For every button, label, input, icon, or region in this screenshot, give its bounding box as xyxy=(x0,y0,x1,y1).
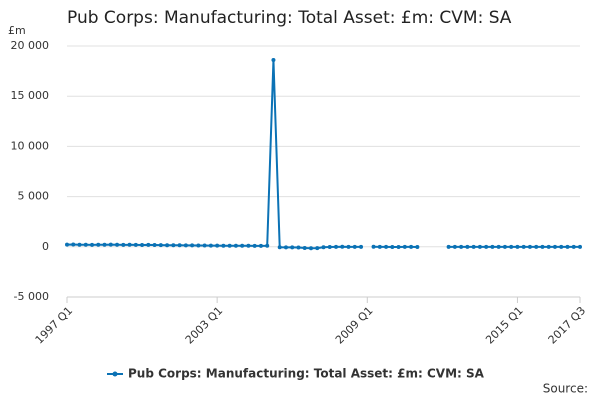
data-point xyxy=(134,243,138,247)
data-point xyxy=(328,245,332,249)
data-point xyxy=(103,243,107,247)
source: Source: xyxy=(543,382,588,396)
data-point xyxy=(459,245,463,249)
data-point xyxy=(196,243,200,247)
data-point xyxy=(409,245,413,249)
data-point xyxy=(221,244,225,248)
data-point xyxy=(209,244,213,248)
data-point xyxy=(372,245,376,249)
data-point xyxy=(215,244,219,248)
data-point xyxy=(497,245,501,249)
data-point xyxy=(71,242,75,246)
data-point xyxy=(178,243,182,247)
data-point xyxy=(478,245,482,249)
y-tick-label: 15 000 xyxy=(11,89,50,102)
data-point xyxy=(271,58,275,62)
data-point xyxy=(359,245,363,249)
data-point xyxy=(121,243,125,247)
data-point xyxy=(140,243,144,247)
chart-title: Pub Corps: Manufacturing: Total Asset: £… xyxy=(67,8,512,28)
data-point xyxy=(290,245,294,249)
legend-label: Pub Corps: Manufacturing: Total Asset: £… xyxy=(128,367,485,381)
data-point xyxy=(296,246,300,250)
data-point xyxy=(522,245,526,249)
data-point xyxy=(472,245,476,249)
data-point xyxy=(547,245,551,249)
data-point xyxy=(378,245,382,249)
data-point xyxy=(109,243,113,247)
data-point xyxy=(528,245,532,249)
data-point xyxy=(246,244,250,248)
data-point xyxy=(484,245,488,249)
data-point xyxy=(284,245,288,249)
data-point xyxy=(534,245,538,249)
y-axis-label: £m xyxy=(8,24,26,37)
data-point xyxy=(453,245,457,249)
data-point xyxy=(240,244,244,248)
data-point xyxy=(553,245,557,249)
data-point xyxy=(278,245,282,249)
data-point xyxy=(578,245,582,249)
data-point xyxy=(65,243,69,247)
data-point xyxy=(340,245,344,249)
data-point xyxy=(203,243,207,247)
x-tick-label: 2009 Q1 xyxy=(333,304,376,347)
legend-marker xyxy=(113,372,118,377)
data-point xyxy=(490,245,494,249)
data-point xyxy=(397,245,401,249)
data-point xyxy=(403,245,407,249)
data-point xyxy=(509,245,513,249)
data-point xyxy=(565,245,569,249)
data-point xyxy=(334,245,338,249)
data-point xyxy=(315,246,319,250)
data-point xyxy=(390,245,394,249)
data-point xyxy=(447,245,451,249)
data-point xyxy=(115,243,119,247)
data-point xyxy=(353,245,357,249)
data-point xyxy=(84,243,88,247)
y-tick-label: 5 000 xyxy=(18,190,50,203)
x-tick-label: 1997 Q1 xyxy=(33,304,76,347)
data-point xyxy=(465,245,469,249)
data-point xyxy=(159,243,163,247)
data-point xyxy=(228,244,232,248)
x-tick-label: 2003 Q1 xyxy=(183,304,226,347)
x-tick-label: 2015 Q1 xyxy=(483,304,526,347)
data-point xyxy=(190,243,194,247)
y-tick-label: -5 000 xyxy=(14,290,49,303)
data-point xyxy=(78,243,82,247)
x-tick-label: 2017 Q3 xyxy=(546,304,589,347)
data-point xyxy=(572,245,576,249)
data-point xyxy=(96,243,100,247)
data-point xyxy=(259,244,263,248)
data-point xyxy=(347,245,351,249)
series-line xyxy=(67,60,361,248)
data-point xyxy=(165,243,169,247)
data-point xyxy=(90,243,94,247)
data-point xyxy=(559,245,563,249)
data-point xyxy=(128,243,132,247)
data-point xyxy=(171,243,175,247)
data-point xyxy=(503,245,507,249)
data-point xyxy=(184,243,188,247)
data-point xyxy=(415,245,419,249)
data-point xyxy=(146,243,150,247)
data-point xyxy=(384,245,388,249)
y-tick-label: 20 000 xyxy=(11,39,50,52)
data-point xyxy=(309,246,313,250)
data-point xyxy=(153,243,157,247)
y-tick-label: 10 000 xyxy=(11,139,50,152)
data-point xyxy=(265,244,269,248)
data-point xyxy=(540,245,544,249)
data-point xyxy=(253,244,257,248)
y-tick-label: 0 xyxy=(42,240,49,253)
data-point xyxy=(234,244,238,248)
data-point xyxy=(322,245,326,249)
data-point xyxy=(303,246,307,250)
data-point xyxy=(515,245,519,249)
